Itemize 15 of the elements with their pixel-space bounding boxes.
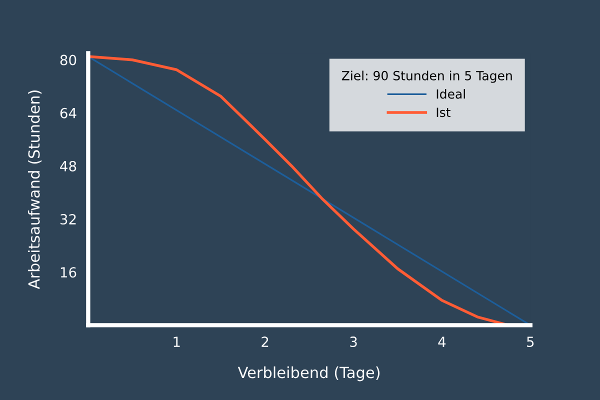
x-tick-label: 1 (174, 336, 180, 347)
x-tick-label: 2 (262, 336, 268, 347)
y-tick-label: 16 (60, 267, 76, 278)
legend-title: Ziel: 90 Stunden in 5 Tagen (342, 70, 512, 83)
y-tick-label: 48 (60, 160, 76, 172)
x-tick-label: 3 (350, 336, 357, 348)
x-tick-label: 4 (438, 336, 446, 347)
y-tick-label: 64 (60, 108, 76, 118)
legend-label: Ideal (436, 89, 465, 99)
y-tick-label: 32 (60, 214, 76, 225)
x-axis-title: Verbleibend (Tage) (238, 366, 380, 382)
legend-label: Ist (436, 108, 450, 118)
x-tick-label: 5 (527, 336, 534, 348)
y-tick-label: 80 (60, 54, 76, 66)
y-axis-title: Arbeitsaufwand (Stunden) (28, 90, 42, 290)
